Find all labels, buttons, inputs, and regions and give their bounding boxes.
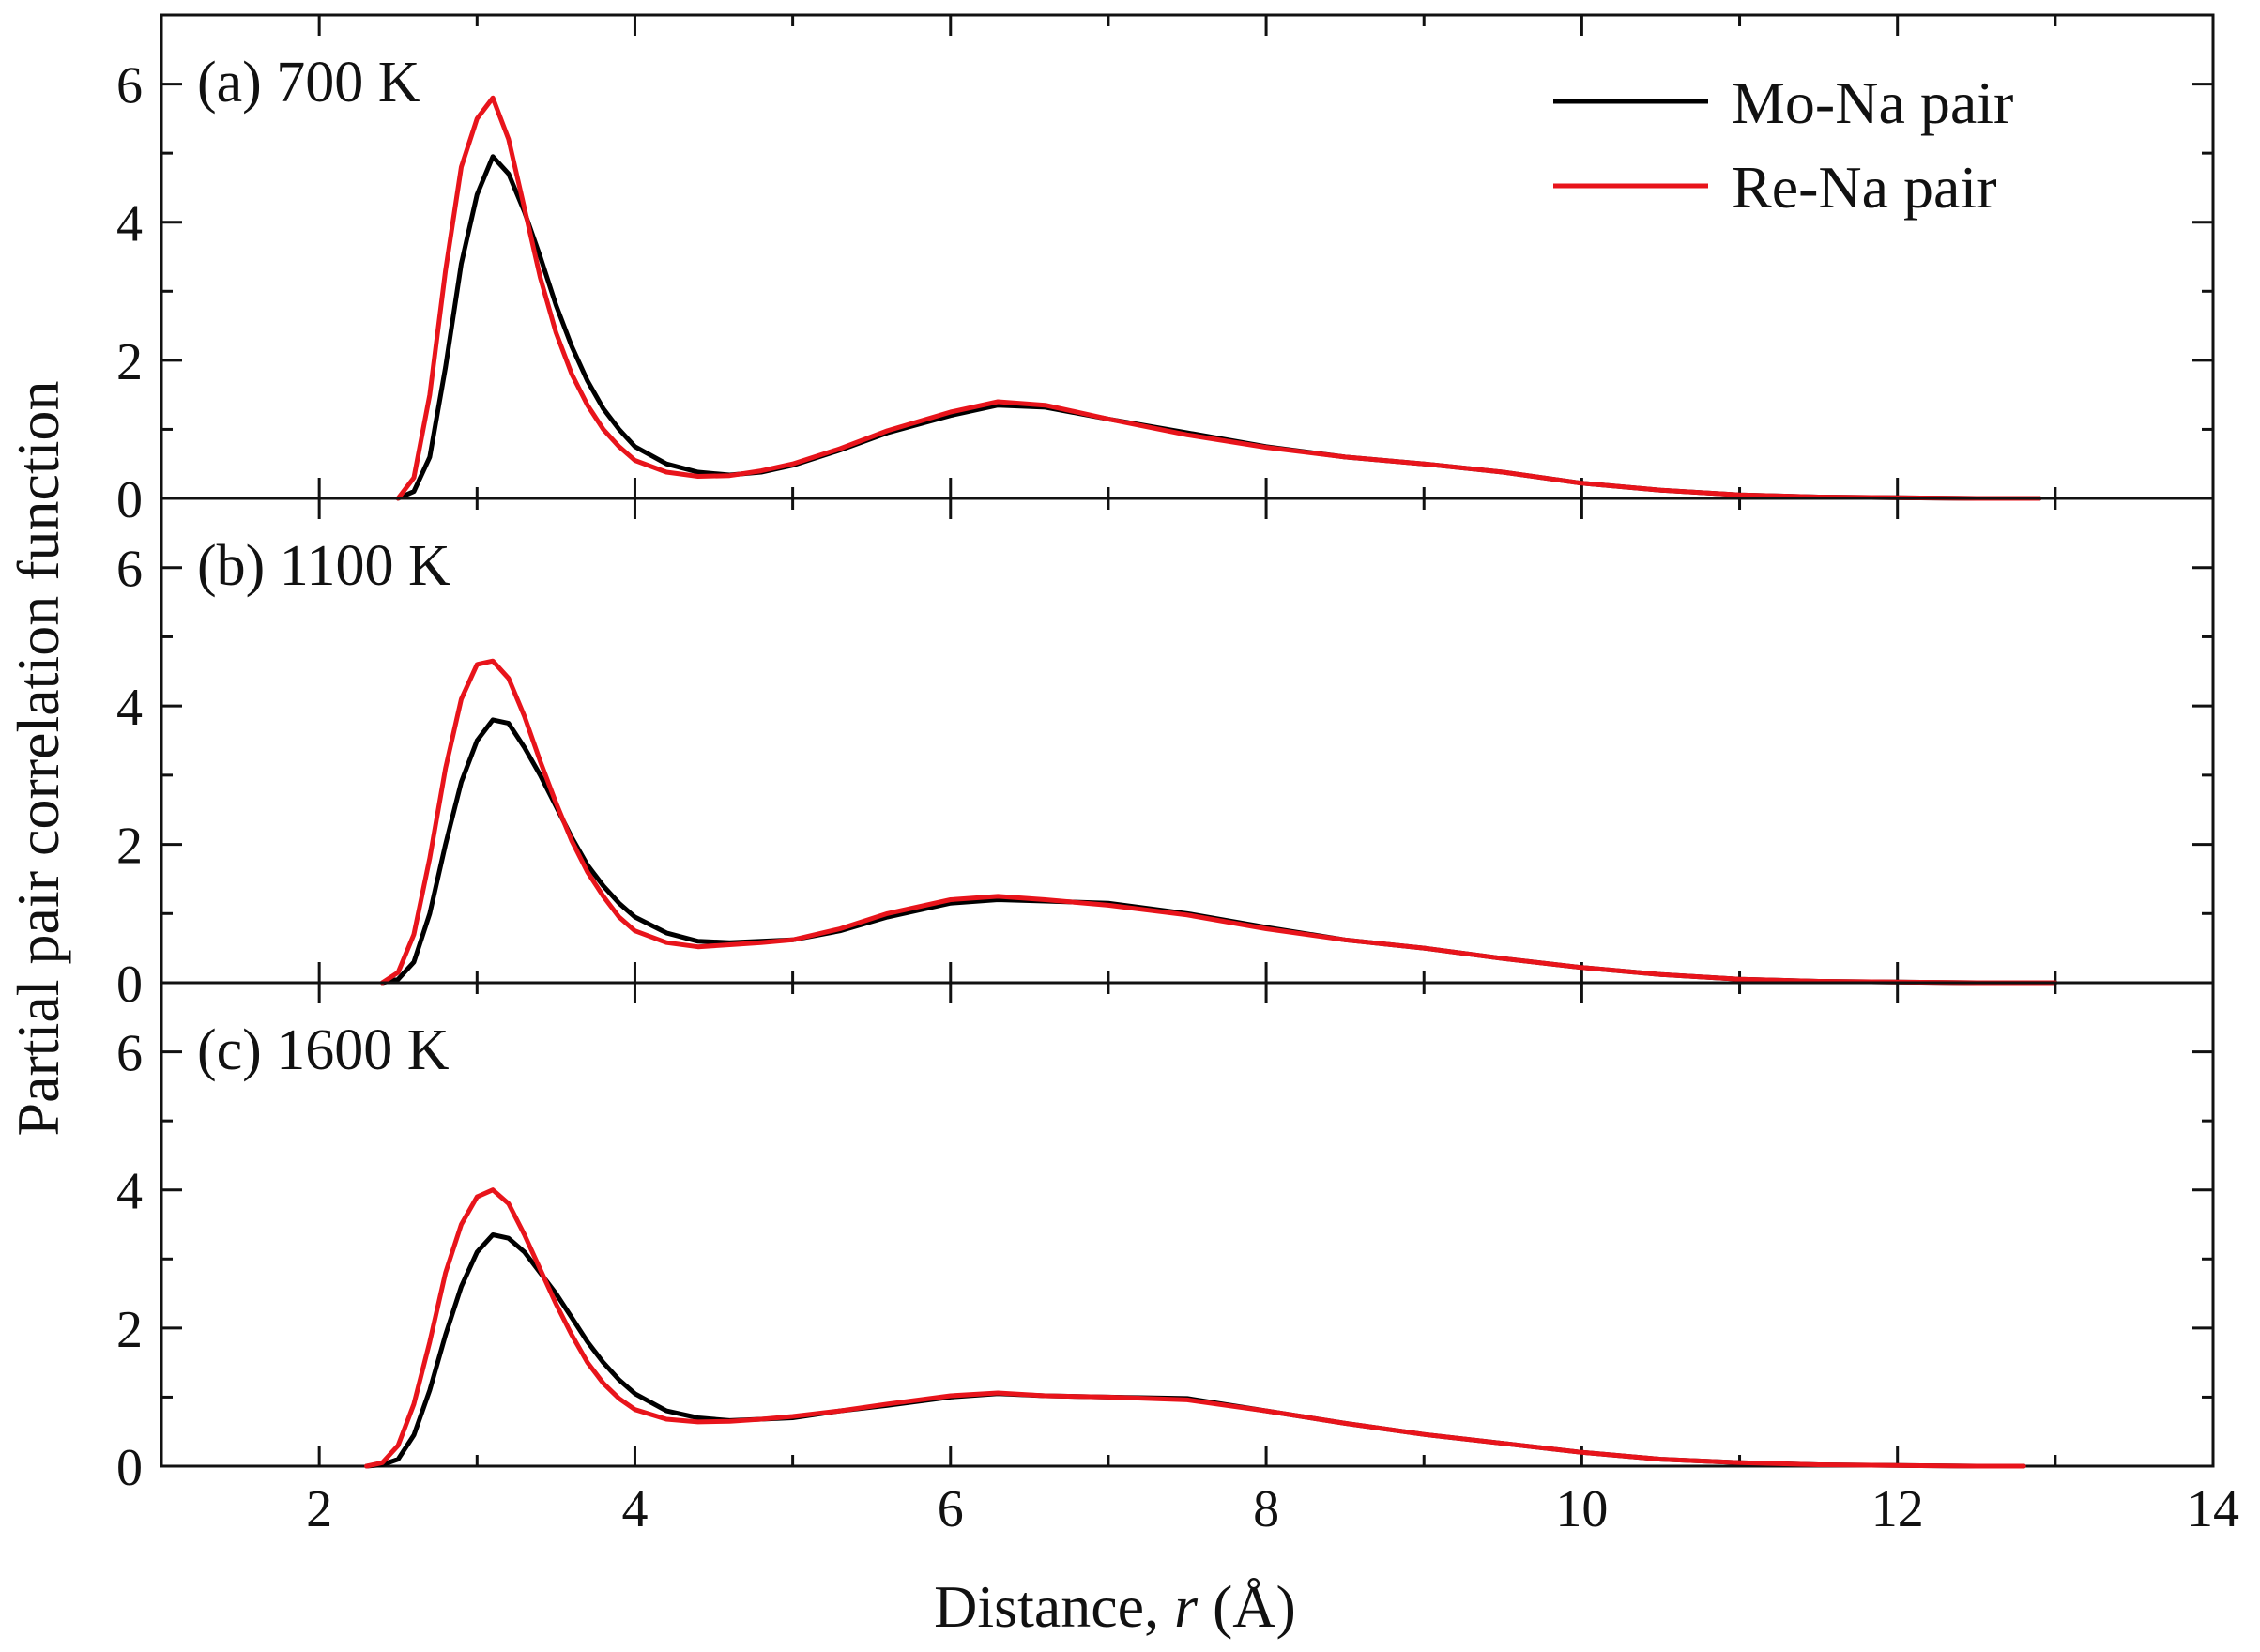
x-tick-label: 2 <box>306 1480 332 1538</box>
panel-2-series-re-na-pair <box>379 658 2058 986</box>
panel-2-ytick-label: 2 <box>116 818 143 876</box>
panel-1-label: (a) 700 K <box>197 51 420 115</box>
x-tick-label: 10 <box>1555 1480 1608 1538</box>
panel-2-label: (b) 1100 K <box>197 534 450 598</box>
x-axis-label-unit: (Å) <box>1198 1573 1296 1640</box>
x-axis-label-main: Distance, <box>934 1573 1174 1640</box>
x-tick-label: 4 <box>621 1480 648 1538</box>
y-axis-label: Partial pair correlation function <box>5 380 71 1136</box>
panel-1-ytick-label: 6 <box>116 57 143 115</box>
panel-3-ytick-label: 4 <box>116 1163 143 1221</box>
panel-1-ytick-label: 0 <box>116 471 143 529</box>
x-tick-label: 6 <box>938 1480 964 1538</box>
panel-2: 0 2 4 6 (b) 1100 K <box>116 497 2215 1014</box>
panel-2-ytick-label: 4 <box>116 679 143 737</box>
panel-3-ytick-label: 2 <box>116 1301 143 1359</box>
x-tick-label: 12 <box>1871 1480 1924 1538</box>
chart-panels: 0 2 4 6 (a) 700 K 0 2 4 6 (b) 1100 K 0 2 4 6 (c) 1600 … <box>116 13 2239 1538</box>
legend-label-mo-na: Mo-Na pair <box>1732 69 2013 136</box>
x-axis-label-variable: r <box>1174 1573 1199 1640</box>
x-tick-label: 14 <box>2187 1480 2239 1538</box>
panel-3: 0 2 4 6 (c) 1600 K <box>116 981 2215 1497</box>
x-axis-label: Distance, r (Å) <box>934 1573 1296 1640</box>
panel-1-ytick-label: 2 <box>116 333 143 391</box>
panel-2-ytick-label: 6 <box>116 541 143 599</box>
panel-3-frame <box>160 981 2215 1468</box>
panel-2-series-mo-na-pair <box>379 717 2058 986</box>
panel-3-series-re-na-pair <box>364 1187 2026 1469</box>
panel-2-frame <box>160 497 2215 985</box>
x-tick-label: 8 <box>1253 1480 1279 1538</box>
panel-3-series-mo-na-pair <box>364 1232 2026 1469</box>
legend: Mo-Na pair Re-Na pair <box>1553 69 2013 221</box>
panel-3-ytick-label: 6 <box>116 1025 143 1083</box>
panel-3-label: (c) 1600 K <box>197 1018 450 1082</box>
panel-3-ytick-label: 0 <box>116 1439 143 1497</box>
legend-label-re-na: Re-Na pair <box>1732 154 1997 221</box>
panel-1-ytick-label: 4 <box>116 195 143 253</box>
panel-2-ytick-label: 0 <box>116 956 143 1014</box>
panel-1-series-re-na-pair <box>395 95 2042 501</box>
